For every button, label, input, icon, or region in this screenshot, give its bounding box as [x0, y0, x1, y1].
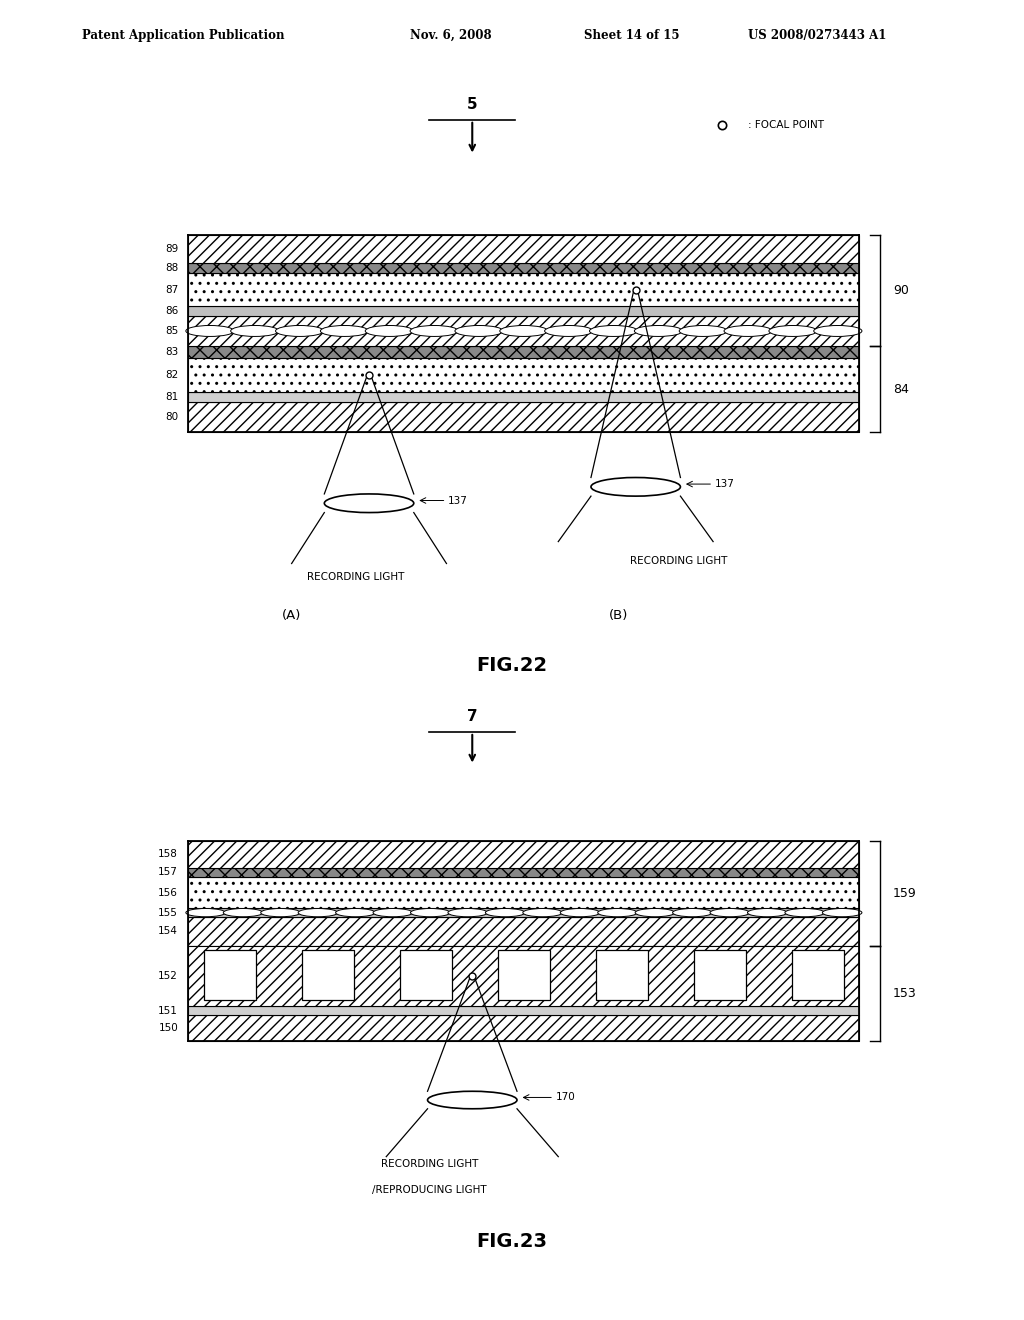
Text: 150: 150 [159, 1023, 178, 1034]
Text: 137: 137 [449, 495, 468, 506]
Ellipse shape [814, 326, 862, 337]
Ellipse shape [261, 908, 300, 917]
Ellipse shape [785, 908, 824, 917]
Bar [188, 841, 859, 867]
Bar [188, 346, 859, 358]
Ellipse shape [185, 326, 234, 337]
Text: Nov. 6, 2008: Nov. 6, 2008 [410, 29, 492, 42]
Text: 153: 153 [893, 987, 916, 999]
Bar [188, 306, 859, 315]
Ellipse shape [485, 908, 525, 917]
Ellipse shape [724, 326, 772, 337]
Ellipse shape [748, 908, 787, 917]
Ellipse shape [679, 326, 727, 337]
Ellipse shape [523, 908, 562, 917]
Bar [188, 358, 859, 392]
Text: RECORDING LIGHT: RECORDING LIGHT [381, 1159, 478, 1170]
Text: : FOCAL POINT: : FOCAL POINT [748, 120, 823, 131]
Text: 152: 152 [159, 972, 178, 981]
Ellipse shape [598, 908, 637, 917]
Text: (B): (B) [609, 609, 628, 622]
Bar [188, 273, 859, 306]
Bar [188, 401, 859, 432]
Bar [694, 949, 745, 1001]
Ellipse shape [410, 326, 459, 337]
Bar [188, 235, 859, 263]
Ellipse shape [230, 326, 279, 337]
Text: FIG.22: FIG.22 [476, 656, 548, 675]
Text: 7: 7 [467, 709, 477, 725]
Text: Sheet 14 of 15: Sheet 14 of 15 [584, 29, 679, 42]
Ellipse shape [635, 908, 675, 917]
Bar [400, 949, 452, 1001]
Text: 5: 5 [467, 96, 477, 112]
Text: 157: 157 [159, 867, 178, 878]
Bar [596, 949, 648, 1001]
Bar [188, 867, 859, 876]
Ellipse shape [366, 326, 414, 337]
Ellipse shape [710, 908, 750, 917]
Ellipse shape [321, 326, 369, 337]
Text: 87: 87 [165, 285, 178, 294]
Bar [188, 1006, 859, 1015]
Text: 159: 159 [893, 887, 916, 900]
Bar [793, 949, 844, 1001]
Ellipse shape [455, 326, 503, 337]
Ellipse shape [298, 908, 338, 917]
Text: 82: 82 [165, 370, 178, 380]
Text: 80: 80 [165, 412, 178, 422]
Text: Patent Application Publication: Patent Application Publication [82, 29, 285, 42]
Text: 84: 84 [893, 383, 908, 396]
Ellipse shape [591, 478, 680, 496]
Text: 137: 137 [715, 479, 734, 490]
Bar [188, 908, 859, 917]
Text: 155: 155 [159, 908, 178, 917]
Ellipse shape [185, 908, 225, 917]
Text: 86: 86 [165, 306, 178, 315]
Bar [188, 945, 859, 1006]
Text: 90: 90 [893, 284, 908, 297]
Text: 154: 154 [159, 927, 178, 936]
Ellipse shape [590, 326, 638, 337]
Bar [188, 392, 859, 401]
Bar [188, 917, 859, 945]
Bar [188, 263, 859, 273]
Text: 156: 156 [159, 887, 178, 898]
Ellipse shape [560, 908, 600, 917]
Ellipse shape [428, 1092, 517, 1109]
Ellipse shape [325, 494, 414, 512]
Ellipse shape [336, 908, 375, 917]
Text: 170: 170 [556, 1093, 575, 1102]
Bar [188, 315, 859, 346]
Text: 158: 158 [159, 850, 178, 859]
Ellipse shape [545, 326, 593, 337]
Bar [188, 1015, 859, 1040]
Text: 85: 85 [165, 326, 178, 337]
Text: 88: 88 [165, 263, 178, 273]
Ellipse shape [275, 326, 324, 337]
Ellipse shape [223, 908, 263, 917]
Text: 151: 151 [159, 1006, 178, 1015]
Text: RECORDING LIGHT: RECORDING LIGHT [307, 572, 404, 582]
Text: US 2008/0273443 A1: US 2008/0273443 A1 [748, 29, 886, 42]
Text: FIG.23: FIG.23 [476, 1233, 548, 1251]
Bar [204, 949, 256, 1001]
Bar [188, 876, 859, 908]
Text: 81: 81 [165, 392, 178, 403]
Ellipse shape [500, 326, 548, 337]
Bar [302, 949, 353, 1001]
Ellipse shape [447, 908, 487, 917]
Ellipse shape [634, 326, 683, 337]
Text: (A): (A) [282, 609, 301, 622]
Ellipse shape [673, 908, 712, 917]
Bar [498, 949, 550, 1001]
Ellipse shape [822, 908, 862, 917]
Ellipse shape [411, 908, 451, 917]
Ellipse shape [373, 908, 413, 917]
Text: /REPRODUCING LIGHT: /REPRODUCING LIGHT [372, 1185, 486, 1195]
Ellipse shape [769, 326, 817, 337]
Text: RECORDING LIGHT: RECORDING LIGHT [630, 556, 727, 566]
Text: 89: 89 [165, 244, 178, 253]
Text: 83: 83 [165, 347, 178, 356]
